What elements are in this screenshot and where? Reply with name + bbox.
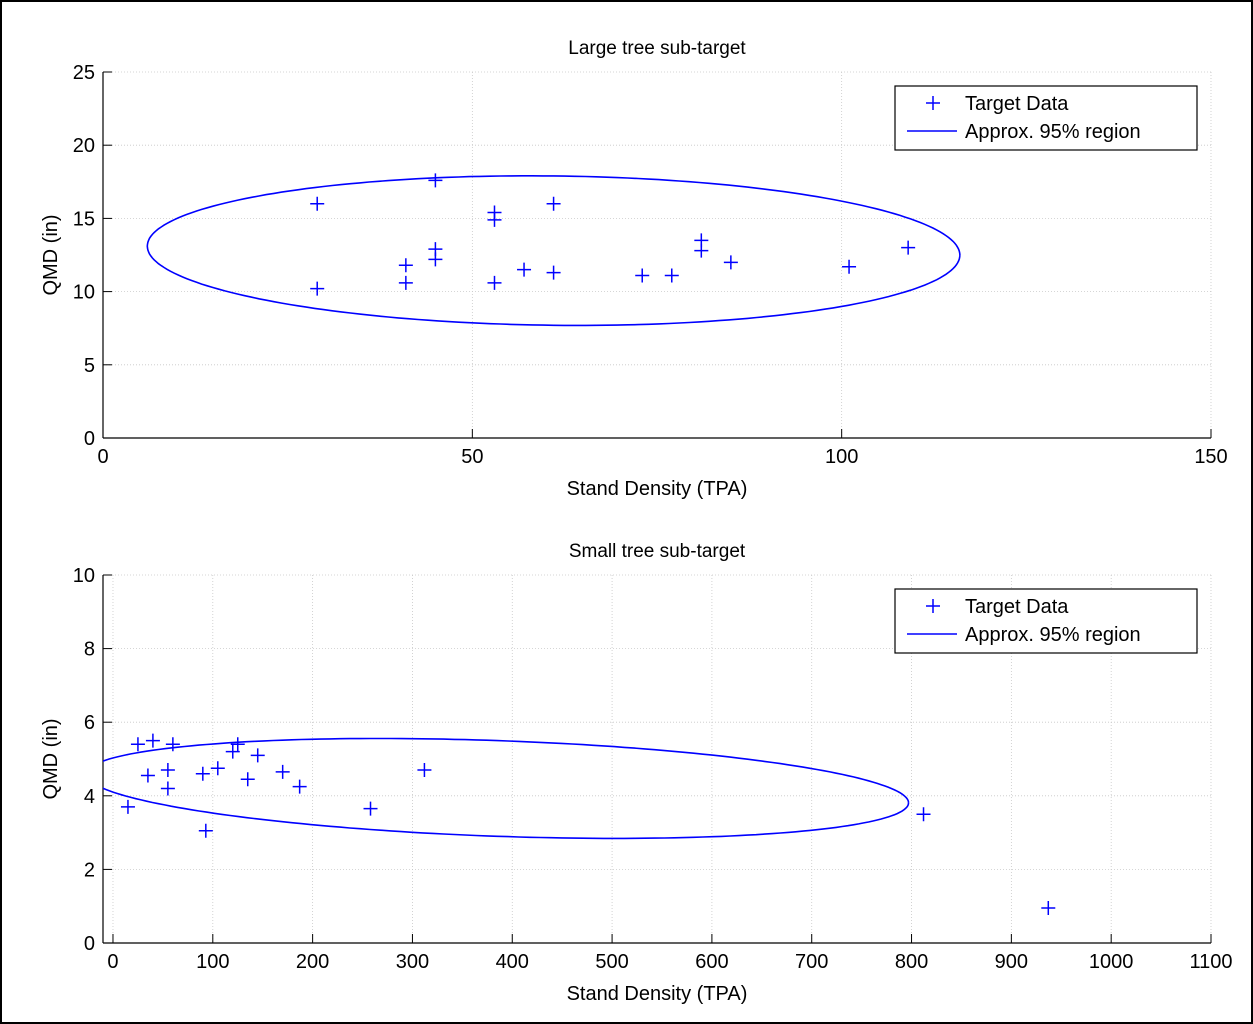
large-data-layer: [146, 173, 961, 327]
small-x-tick-label: 100: [196, 951, 229, 973]
small-data-point: [130, 737, 145, 752]
large-data-point: [487, 212, 502, 227]
large-data-point: [546, 265, 561, 280]
large-data-point: [842, 259, 857, 274]
small-legend: [894, 588, 1198, 654]
large-x-axis-label: Stand Density (TPA): [567, 478, 748, 500]
small-x-tick-label: 400: [496, 951, 529, 973]
small-data-point: [120, 799, 135, 814]
large-y-tick-label: 10: [73, 282, 95, 304]
small-legend-label: Target Data: [965, 596, 1069, 618]
small-data-point: [250, 748, 265, 763]
small-y-tick-label: 0: [84, 933, 95, 955]
small-y-axis-label: QMD (in): [40, 718, 62, 799]
small-x-tick-label: 1100: [1189, 951, 1232, 973]
small-tree-plot: 0 100 200 300 400 500 600 700 800 900 1000 1100 0 2 4 6…: [40, 541, 1233, 1005]
large-data-point: [310, 196, 325, 211]
large-y-tick-label: 15: [73, 208, 95, 230]
small-data-point: [417, 763, 432, 778]
large-confidence-ellipse: [146, 175, 961, 327]
large-legend-label: Approx. 95% region: [965, 121, 1141, 143]
large-data-point: [635, 268, 650, 283]
small-data-point: [210, 761, 225, 776]
small-legend-marker-target: [926, 599, 940, 613]
small-x-tick-label: 600: [695, 951, 728, 973]
small-data-point: [363, 801, 378, 816]
small-data-point: [198, 823, 213, 838]
small-data-point: [275, 764, 290, 779]
large-x-tick-label: 150: [1194, 446, 1227, 468]
small-data-layer: [103, 733, 1056, 916]
small-x-tick-label: 300: [396, 951, 429, 973]
small-confidence-ellipse: [103, 737, 910, 840]
small-data-point: [195, 766, 210, 781]
large-x-tick-label: 0: [97, 446, 108, 468]
small-data-point: [140, 768, 155, 783]
large-data-point: [694, 243, 709, 258]
small-data-point: [225, 744, 240, 759]
large-tree-plot: 0 50 100 150 0 5 10 15 20 25 Large tree sub-target…: [40, 38, 1228, 500]
small-data-point: [1041, 901, 1056, 916]
small-data-point: [240, 772, 255, 787]
large-data-point: [901, 240, 916, 255]
large-data-point: [428, 252, 443, 267]
small-data-point: [916, 807, 931, 822]
small-x-tick-label: 1000: [1089, 951, 1134, 973]
large-data-point: [723, 255, 738, 270]
small-x-tick-label: 0: [107, 951, 118, 973]
small-data-point: [292, 779, 307, 794]
small-x-tick-label: 500: [595, 951, 628, 973]
small-data-point: [160, 763, 175, 778]
large-legend-label: Target Data: [965, 93, 1069, 115]
large-data-point: [310, 281, 325, 296]
large-y-tick-label: 20: [73, 135, 95, 157]
small-data-point: [230, 737, 245, 752]
large-data-point: [487, 275, 502, 290]
small-x-tick-label: 900: [995, 951, 1028, 973]
large-data-point: [546, 196, 561, 211]
large-data-point: [398, 258, 413, 273]
small-y-tick-label: 4: [84, 786, 95, 808]
large-data-point: [517, 262, 532, 277]
large-y-axis-label: QMD (in): [40, 214, 62, 295]
small-x-tick-label: 200: [296, 951, 329, 973]
small-y-tick-label: 8: [84, 639, 95, 661]
large-y-tick-label: 0: [84, 428, 95, 450]
small-x-tick-label: 700: [795, 951, 828, 973]
small-y-tick-label: 10: [73, 565, 95, 587]
small-data-point: [145, 733, 160, 748]
large-y-tick-label: 5: [84, 355, 95, 377]
small-y-tick-label: 2: [84, 859, 95, 881]
small-x-tick-label: 800: [895, 951, 928, 973]
small-chart-title: Small tree sub-target: [569, 541, 746, 562]
small-data-point: [165, 737, 180, 752]
large-x-tick-label: 100: [825, 446, 858, 468]
large-x-tick-label: 50: [461, 446, 483, 468]
large-legend-marker-target: [926, 96, 940, 110]
small-y-tick-label: 6: [84, 712, 95, 734]
small-data-point: [160, 781, 175, 796]
large-y-tick-label: 25: [73, 62, 95, 84]
large-chart-title: Large tree sub-target: [568, 38, 746, 59]
large-legend: [894, 85, 1198, 151]
large-data-point: [664, 268, 679, 283]
large-data-point: [398, 275, 413, 290]
small-x-axis-label: Stand Density (TPA): [567, 983, 748, 1005]
large-data-point: [428, 173, 443, 188]
small-legend-label: Approx. 95% region: [965, 624, 1141, 646]
